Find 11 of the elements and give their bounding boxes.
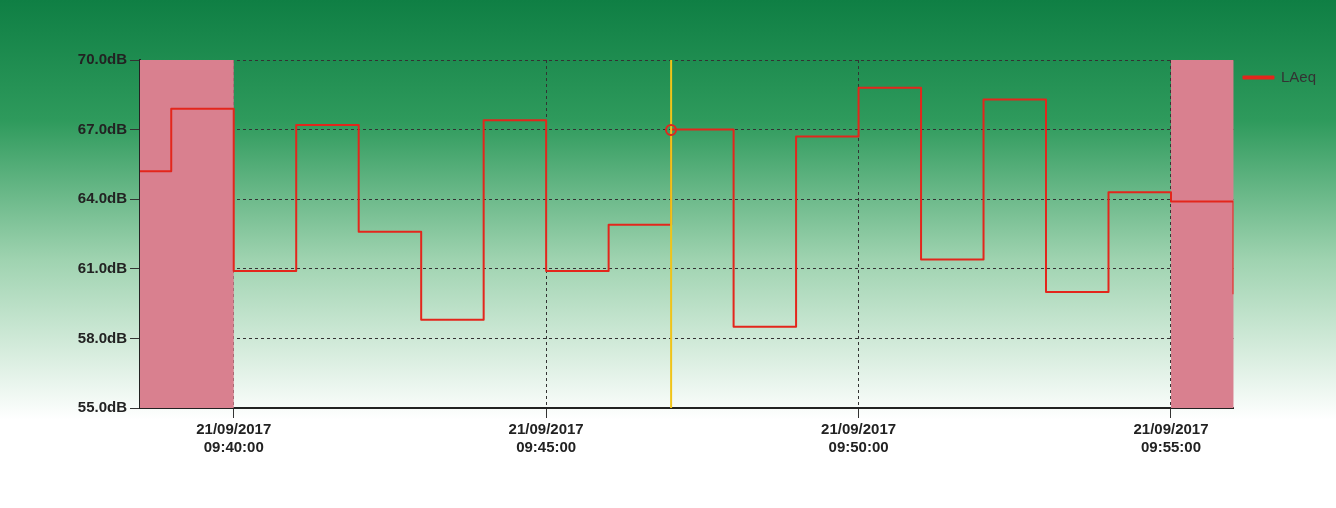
y-tick-label: 61.0dB [77,258,128,276]
x-tick-label: 21/09/2017 09:50:00 [821,420,897,456]
y-tick-label: 67.0dB [77,119,128,137]
y-tick-label: 70.0dB [77,50,128,68]
x-tick-label: 21/09/2017 09:55:00 [1133,420,1209,456]
y-tick-label: 58.0dB [77,328,128,346]
y-tick-label: 64.0dB [77,189,128,207]
x-tick-label: 21/09/2017 09:45:00 [508,420,584,456]
legend-label: LAeq [1280,67,1317,85]
y-tick-label: 55.0dB [77,398,128,416]
x-tick-label: 21/09/2017 09:40:00 [196,420,272,456]
